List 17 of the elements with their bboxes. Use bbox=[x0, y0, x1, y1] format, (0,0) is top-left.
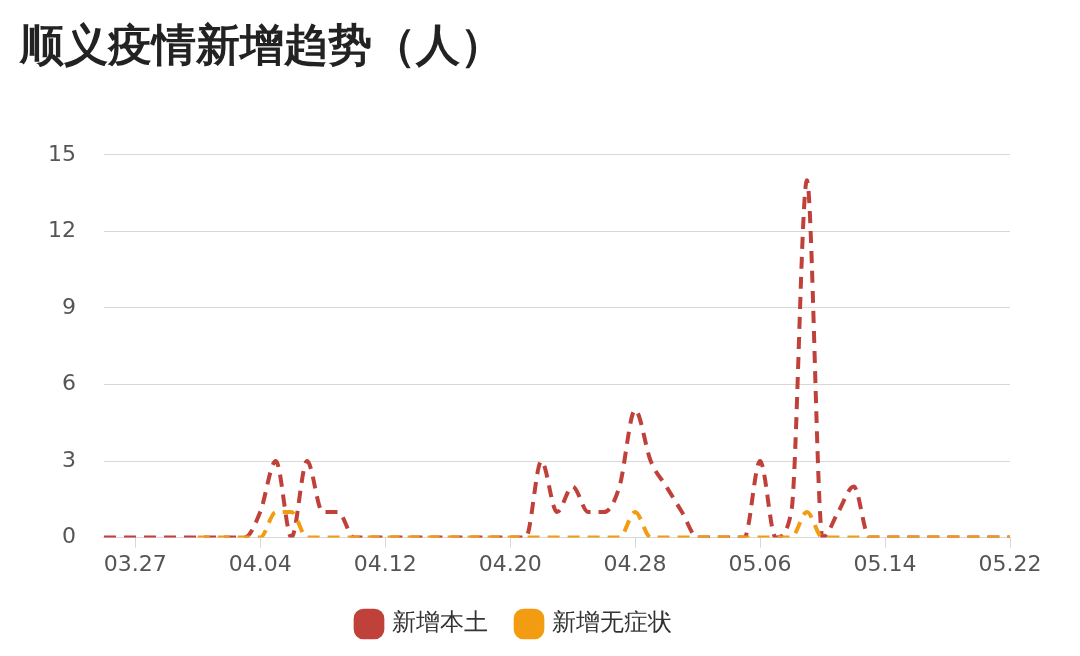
y-tick-label: 3 bbox=[61, 446, 76, 472]
x-tick-label: 04.12 bbox=[353, 550, 417, 576]
chart-title: 顺义疫情新增趋势（人） bbox=[19, 18, 504, 70]
x-tick-label: 05.22 bbox=[978, 550, 1042, 576]
y-tick-label: 15 bbox=[47, 140, 76, 166]
x-tick-label: 04.04 bbox=[228, 550, 292, 576]
y-tick-label: 0 bbox=[61, 523, 76, 549]
y-tick-label: 12 bbox=[47, 217, 76, 243]
x-tick-label: 04.28 bbox=[603, 550, 667, 576]
legend-label: 新增无症状 bbox=[552, 608, 672, 637]
x-tick-label: 05.06 bbox=[728, 550, 792, 576]
y-tick-label: 9 bbox=[61, 293, 76, 319]
x-tick-label: 04.20 bbox=[478, 550, 542, 576]
y-tick-label: 6 bbox=[61, 370, 76, 396]
x-tick-label: 03.27 bbox=[103, 550, 167, 576]
x-tick-label: 05.14 bbox=[853, 550, 917, 576]
legend-label: 新增本土 bbox=[392, 608, 488, 637]
